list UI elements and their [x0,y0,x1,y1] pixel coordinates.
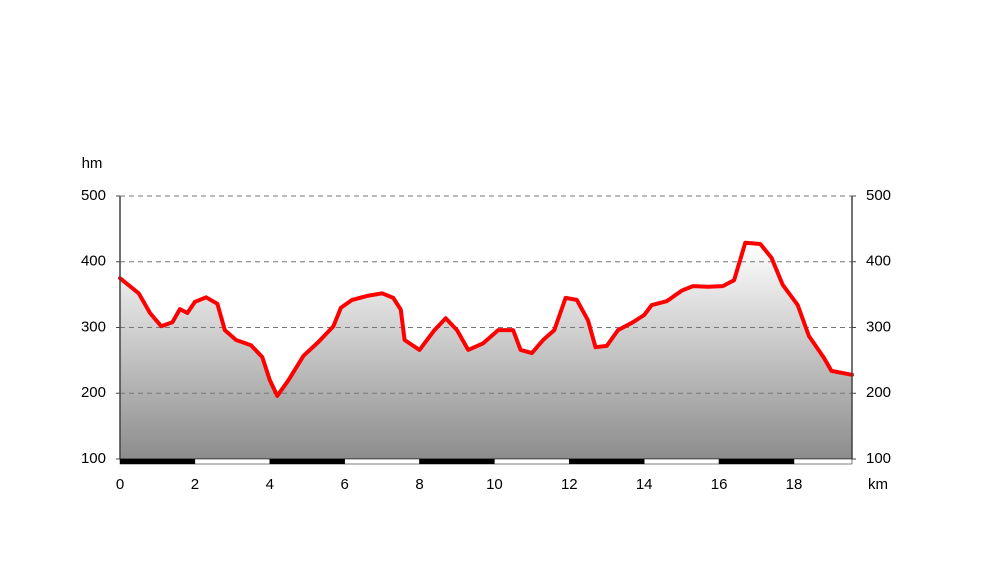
scale-segment [119,458,196,465]
x-tick-label: 14 [636,476,653,493]
x-tick-label: 18 [786,476,803,493]
y-tick-label: 400 [81,253,106,270]
x-tick-label: 6 [340,476,348,493]
y2-tick-label: 500 [866,187,891,204]
scale-segment [793,458,853,465]
y2-tick-label: 300 [866,318,891,335]
scale-segment [569,458,645,465]
x-tick-label: 4 [266,476,274,493]
y2-tick-label: 200 [866,384,891,401]
x-tick-label: 8 [415,476,423,493]
elevation-line [118,240,854,398]
scale-segment [419,458,495,465]
scale-segment [494,458,570,465]
y2-tick-label: 100 [866,450,891,467]
x-tick-label: 10 [486,476,503,493]
scale-segment [269,458,345,465]
y-tick-label: 200 [81,384,106,401]
scale-segment [643,458,720,465]
y-tick-label: 100 [81,450,106,467]
x-tick-label: 0 [116,476,124,493]
area-fill [120,242,852,459]
scale-segment [194,458,271,465]
x-axis-label: km [868,476,888,493]
x-tick-label: 12 [561,476,578,493]
x-tick-label: 16 [711,476,728,493]
scale-segment [344,458,420,465]
y-tick-label: 500 [81,187,106,204]
y2-tick-label: 400 [866,253,891,270]
x-tick-label: 2 [191,476,199,493]
y-tick-label: 300 [81,318,106,335]
scale-segment [718,458,795,465]
y-axis-label: hm [82,155,103,172]
